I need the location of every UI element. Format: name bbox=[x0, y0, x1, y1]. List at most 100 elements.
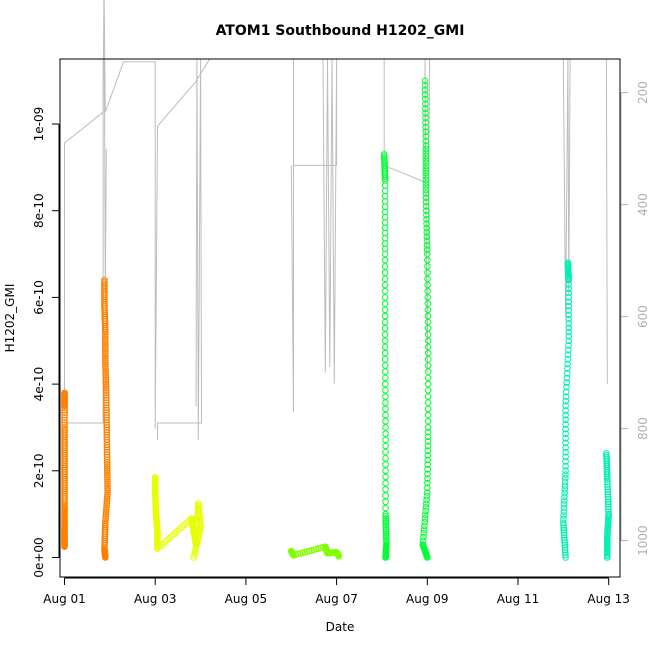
data-point bbox=[424, 452, 432, 459]
data-point bbox=[102, 554, 109, 561]
data-point bbox=[424, 325, 432, 332]
data-point bbox=[424, 275, 431, 283]
data-point bbox=[562, 467, 569, 475]
data-point bbox=[423, 216, 430, 223]
data-point bbox=[102, 328, 109, 336]
data-point bbox=[381, 263, 389, 270]
data-point bbox=[382, 393, 389, 400]
data-point bbox=[562, 439, 569, 447]
data-point bbox=[382, 486, 389, 493]
data-point bbox=[560, 508, 568, 515]
data-point bbox=[604, 493, 612, 501]
data-point bbox=[103, 439, 111, 446]
data-point bbox=[382, 430, 389, 437]
data-point bbox=[560, 531, 568, 539]
data-point bbox=[382, 498, 389, 506]
data-point bbox=[103, 448, 111, 456]
data-point bbox=[381, 349, 389, 357]
data-point bbox=[424, 484, 431, 492]
data-point bbox=[103, 424, 111, 431]
x-axis: Aug 01 Aug 03 Aug 05 Aug 07 Aug 09 Aug 11 Aug … bbox=[43, 577, 630, 606]
data-point bbox=[382, 473, 389, 481]
data-point bbox=[101, 326, 109, 334]
data-point bbox=[103, 426, 111, 434]
data-point bbox=[424, 331, 432, 338]
data-point bbox=[421, 82, 429, 89]
data-point bbox=[104, 482, 111, 490]
data-point bbox=[422, 152, 430, 160]
data-point bbox=[102, 382, 110, 390]
data-point bbox=[563, 383, 570, 391]
data-point bbox=[103, 419, 110, 426]
data-point bbox=[565, 311, 573, 319]
data-point bbox=[103, 409, 110, 416]
data-point bbox=[104, 480, 111, 488]
data-point bbox=[422, 190, 430, 197]
data-point bbox=[103, 441, 111, 449]
data-point bbox=[604, 554, 611, 561]
data-point bbox=[381, 224, 389, 232]
data-point bbox=[422, 507, 429, 515]
right-axis: 200 400 600 800 1000 bbox=[620, 81, 650, 556]
data-point bbox=[604, 500, 612, 508]
data-point bbox=[604, 486, 611, 493]
data-point bbox=[562, 462, 569, 470]
data-point bbox=[563, 374, 571, 382]
data-point bbox=[61, 404, 68, 411]
data-point bbox=[382, 442, 389, 450]
data-point bbox=[564, 351, 572, 358]
data-point bbox=[420, 526, 428, 533]
data-point bbox=[382, 399, 389, 406]
data-point bbox=[422, 179, 430, 187]
data-point bbox=[382, 532, 390, 540]
y-tick-label: 8e-10 bbox=[32, 193, 46, 228]
data-point bbox=[421, 86, 429, 94]
data-point bbox=[382, 554, 389, 561]
data-point bbox=[103, 446, 111, 454]
data-point bbox=[562, 444, 569, 451]
data-point bbox=[423, 237, 431, 245]
data-point bbox=[382, 405, 389, 413]
data-point bbox=[102, 389, 110, 397]
data-point bbox=[61, 399, 68, 406]
data-point bbox=[381, 300, 389, 307]
data-point bbox=[423, 500, 430, 507]
data-point bbox=[563, 369, 571, 377]
data-point bbox=[422, 173, 430, 180]
data-point bbox=[381, 173, 389, 180]
data-point bbox=[102, 380, 110, 388]
data-point bbox=[565, 285, 573, 293]
data-point bbox=[102, 374, 110, 381]
data-point bbox=[424, 470, 431, 478]
data-point bbox=[565, 302, 573, 310]
data-point bbox=[424, 399, 432, 406]
data-point bbox=[61, 411, 68, 419]
data-point bbox=[422, 159, 430, 167]
data-point bbox=[102, 335, 109, 342]
x-tick-label: Aug 13 bbox=[587, 592, 630, 606]
data-point bbox=[102, 361, 109, 368]
data-point bbox=[102, 510, 110, 518]
data-point bbox=[61, 401, 68, 409]
data-point bbox=[61, 391, 68, 399]
data-point bbox=[422, 133, 430, 140]
data-point bbox=[424, 438, 432, 445]
data-point bbox=[103, 431, 111, 439]
data-point bbox=[424, 306, 432, 314]
data-point bbox=[61, 416, 68, 424]
y-tick-label: 4e-10 bbox=[32, 367, 46, 402]
data-point bbox=[562, 388, 570, 396]
data-point bbox=[102, 346, 109, 353]
data-point bbox=[424, 475, 431, 482]
data-point bbox=[604, 495, 612, 503]
data-point bbox=[103, 460, 111, 468]
data-point bbox=[561, 493, 568, 501]
data-point bbox=[382, 530, 390, 537]
data-point bbox=[424, 287, 431, 295]
data-point bbox=[562, 407, 569, 414]
data-point bbox=[103, 506, 110, 514]
data-point bbox=[104, 487, 111, 494]
data-point bbox=[102, 352, 109, 360]
data-points bbox=[61, 77, 612, 561]
x-tick-label: Aug 07 bbox=[315, 592, 358, 606]
